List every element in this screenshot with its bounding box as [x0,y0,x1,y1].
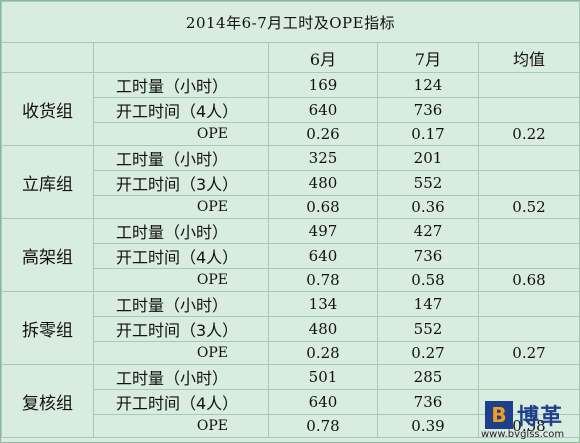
hours-row: 立库组 工时量（小时） 325 201 [1,145,580,219]
hours-row: 复核组 工时量（小时） 501 285 [1,364,580,438]
metric-label: OPE [93,122,269,146]
value-average: 0.22 [477,122,580,146]
value-average [477,316,580,342]
metric-label: 开工时间（3人） [93,316,269,342]
metric-label: 工时量（小时） [93,364,269,390]
value-july: 147 [377,291,479,317]
value-june: 640 [268,243,378,269]
value-june: 480 [268,170,378,196]
value-july: 427 [377,218,479,244]
value-july: 201 [377,145,479,171]
header-blank [93,42,269,73]
value-july: 0.17 [377,122,479,146]
value-average [477,291,580,317]
value-july: 0.27 [377,341,479,365]
hours-row: 收货组 工时量（小时） 169 124 [1,72,580,146]
value-july: 0.39 [377,414,479,438]
value-june: 169 [268,72,378,98]
value-average: 0.52 [477,195,580,219]
metric-label: OPE [93,341,269,365]
metric-label: 工时量（小时） [93,291,269,317]
metric-label: OPE [93,195,269,219]
value-june: 501 [268,364,378,390]
value-average [477,72,580,98]
value-june: 134 [268,291,378,317]
ope-row: OPE 0.78 0.58 0.68 [2,268,580,292]
value-average: 0.27 [477,341,580,365]
value-july: 285 [377,364,479,390]
metric-label: 开工时间（4人） [93,97,269,123]
value-july: 0.36 [377,195,479,219]
value-july: 0.58 [377,268,479,292]
value-average [477,243,580,269]
value-june: 0.68 [268,195,378,219]
value-june: 497 [268,218,378,244]
hours-row: 拆零组 工时量（小时） 134 147 [1,291,580,365]
value-average [477,170,580,196]
value-average [477,218,580,244]
group-name: 拆零组 [1,291,94,365]
value-june: 325 [268,145,378,171]
header-june: 6月 [268,42,378,73]
metric-label: 开工时间（4人） [93,389,269,415]
value-july: 736 [377,389,479,415]
value-july: 552 [377,170,479,196]
value-june: 640 [268,97,378,123]
worktime-row: 开工时间（4人） 640 736 [2,243,580,269]
metric-label: 开工时间（4人） [93,243,269,269]
value-july: 736 [377,243,479,269]
value-june: 0.26 [268,122,378,146]
metric-label: 工时量（小时） [93,72,269,98]
logo-brand: 博革 [517,405,564,430]
value-july: 552 [377,316,479,342]
header-average: 均值 [477,42,580,73]
value-june: 0.78 [268,414,378,438]
value-average [477,145,580,171]
group-name: 高架组 [1,218,94,292]
ope-row: OPE 0.26 0.17 0.22 [2,122,580,146]
value-june: 0.78 [268,268,378,292]
value-average: 0.68 [477,268,580,292]
metric-label: 工时量（小时） [93,218,269,244]
value-july: 124 [377,72,479,98]
group-name: 复核组 [1,364,94,438]
metric-label: 工时量（小时） [93,145,269,171]
worktime-row: 开工时间（3人） 480 552 [2,316,580,342]
header-july: 7月 [377,42,479,73]
worktime-row: 开工时间（3人） 480 552 [2,170,580,196]
value-average [477,364,580,390]
group-name: 立库组 [1,145,94,219]
ope-row: OPE 0.28 0.27 0.27 [2,341,580,365]
metric-label: OPE [93,268,269,292]
logo-url: www.bvglss.com [481,429,565,440]
hours-row: 高架组 工时量（小时） 497 427 [1,218,580,292]
value-june: 0.28 [268,341,378,365]
value-july: 736 [377,97,479,123]
value-june: 480 [268,316,378,342]
header-corner [1,42,94,73]
metric-label: OPE [93,414,269,438]
value-june: 640 [268,389,378,415]
group-name: 收货组 [1,72,94,146]
table-title: 2014年6-7月工时及OPE指标 [0,1,580,43]
worktime-row: 开工时间（4人） 640 736 [2,97,580,123]
value-average [477,97,580,123]
watermark-logo: B 博革 www.bvglss.com [479,399,579,441]
metric-label: 开工时间（3人） [93,170,269,196]
logo-mark-icon: B [485,401,513,429]
